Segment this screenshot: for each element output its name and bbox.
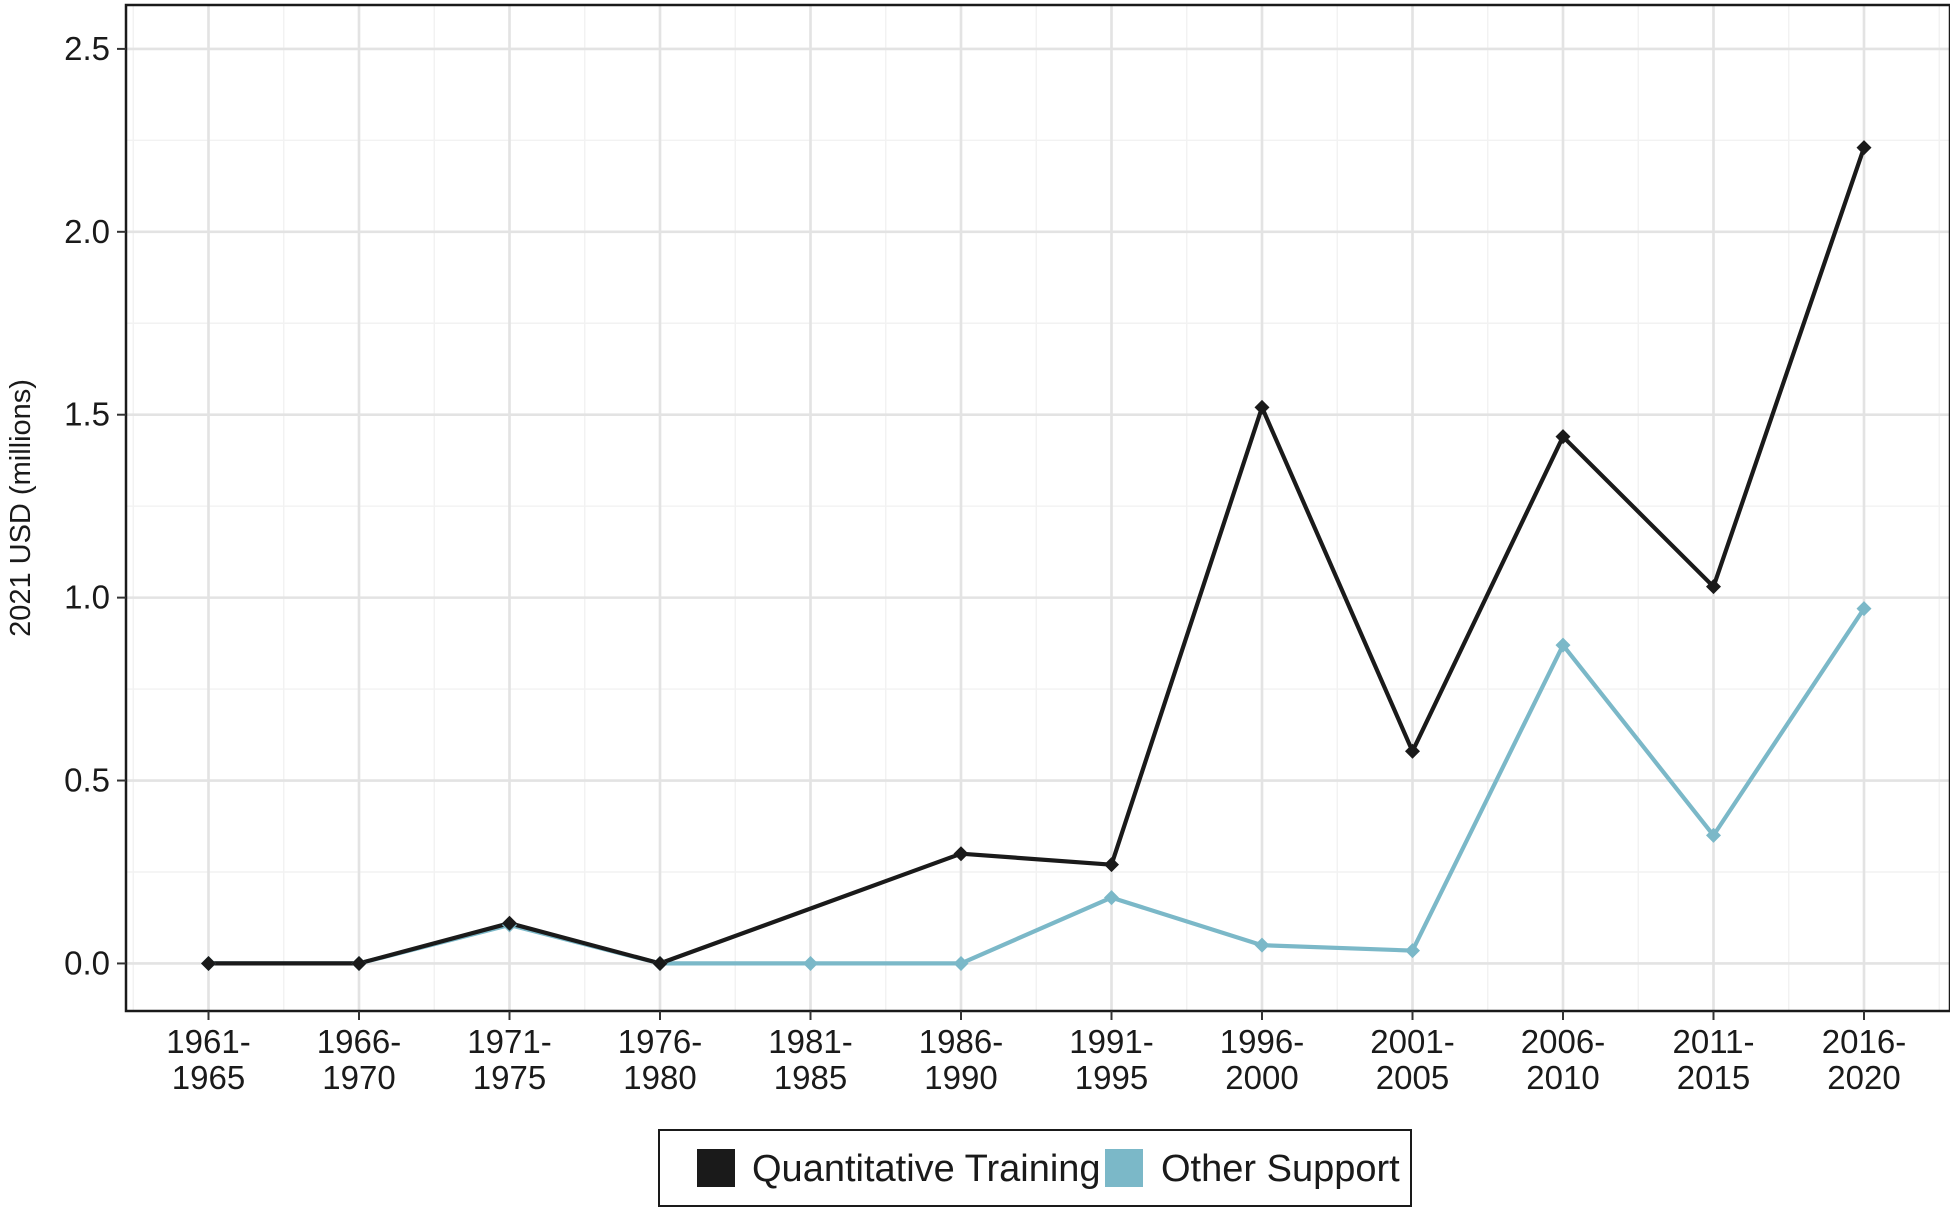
legend-box <box>658 1129 1412 1207</box>
plot-border <box>124 3 1950 1013</box>
x-tick-label: 1965 <box>172 1059 245 1096</box>
x-tick-label: 2005 <box>1376 1059 1449 1096</box>
y-tick-label: 1.5 <box>64 396 110 433</box>
x-tick-label: 1996- <box>1220 1023 1304 1060</box>
legend-label-other-support: Other Support <box>1161 1148 1400 1190</box>
x-axis: 1961-1965 1966-1970 1971-1975 1976-1980 1981… <box>166 1011 1906 1096</box>
data-point-quantitative-training <box>1405 743 1420 759</box>
x-tick-label: 1970 <box>322 1059 395 1096</box>
x-tick-label: 2000 <box>1225 1059 1298 1096</box>
y-axis-title: 2021 USD (millions) <box>5 379 37 637</box>
data-point-other-support <box>1104 890 1119 906</box>
x-tick-label: 2010 <box>1526 1059 1599 1096</box>
x-tick-label: 1961- <box>166 1023 250 1060</box>
x-tick-label: 1990 <box>924 1059 997 1096</box>
data-point-other-support <box>803 955 818 971</box>
y-tick-label: 0.5 <box>64 762 110 799</box>
data-point-other-support <box>953 955 969 971</box>
y-tick-label: 2.0 <box>64 213 110 250</box>
data-point-quantitative-training <box>1555 429 1571 445</box>
data-point-quantitative-training <box>502 915 517 931</box>
series-markers <box>201 140 1872 971</box>
data-point-quantitative-training <box>1706 579 1721 595</box>
data-point-quantitative-training <box>652 955 668 971</box>
legend: Quantitative Training Other Support <box>658 1129 1412 1207</box>
data-point-quantitative-training <box>1254 399 1270 415</box>
y-tick-label: 2.5 <box>64 30 110 67</box>
data-point-other-support <box>1706 827 1721 843</box>
data-point-quantitative-training <box>1856 140 1872 156</box>
x-tick-label: 2001- <box>1370 1023 1454 1060</box>
data-point-quantitative-training <box>201 955 216 971</box>
x-tick-label: 1985 <box>774 1059 847 1096</box>
data-point-quantitative-training <box>953 846 969 862</box>
data-point-quantitative-training <box>1104 857 1119 873</box>
data-point-other-support <box>1555 637 1571 653</box>
y-tick-label: 1.0 <box>64 579 110 616</box>
x-tick-label: 2011- <box>1673 1023 1755 1060</box>
x-tick-label: 2015 <box>1677 1059 1750 1096</box>
plot-background <box>126 5 1950 1011</box>
legend-swatch-quantitative-training <box>697 1149 735 1187</box>
data-point-quantitative-training <box>351 955 367 971</box>
data-point-other-support <box>1254 937 1270 953</box>
x-tick-label: 1986- <box>919 1023 1003 1060</box>
x-tick-label: 1995 <box>1075 1059 1148 1096</box>
x-tick-label: 1981- <box>768 1023 852 1060</box>
x-tick-label: 1976- <box>618 1023 702 1060</box>
x-tick-label: 1991- <box>1069 1023 1153 1060</box>
x-tick-label: 2006- <box>1521 1023 1605 1060</box>
x-tick-label: 1980 <box>623 1059 696 1096</box>
x-tick-label: 1971- <box>467 1023 551 1060</box>
x-tick-label: 1966- <box>317 1023 401 1060</box>
x-tick-label: 1975 <box>473 1059 546 1096</box>
grid-lines <box>126 5 1950 1011</box>
data-point-other-support <box>1856 601 1872 617</box>
x-tick-label: 2020 <box>1827 1059 1900 1096</box>
y-tick-label: 0.0 <box>64 944 110 981</box>
x-tick-label: 2016- <box>1822 1023 1906 1060</box>
data-point-other-support <box>1405 943 1420 959</box>
y-axis: 0.0 0.5 1.0 1.5 2.0 2.5 <box>64 30 126 981</box>
legend-swatch-other-support <box>1105 1149 1143 1187</box>
legend-label-quantitative-training: Quantitative Training <box>752 1148 1101 1190</box>
